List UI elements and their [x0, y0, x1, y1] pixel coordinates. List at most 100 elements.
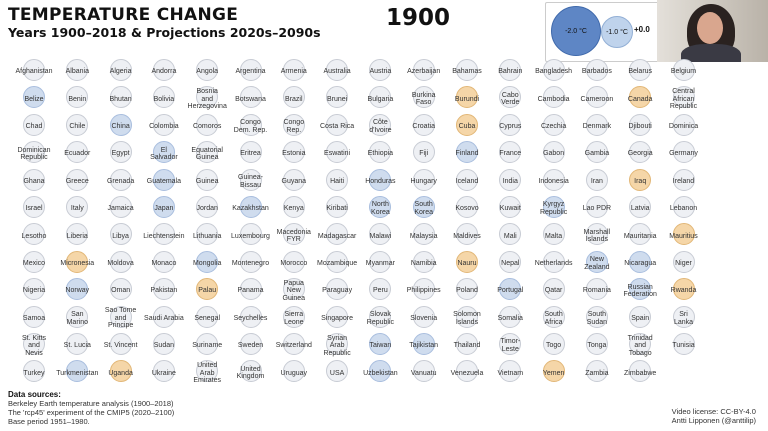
country-label: Tunisia: [672, 342, 695, 350]
country-cell: Trinidad and Tobago: [608, 332, 672, 360]
country-label: Guinea- Bissau: [238, 174, 263, 189]
country-grid: Afghanistan Albania Algeria Andorra Angola Ar…: [0, 58, 768, 388]
country-circle: [23, 305, 45, 328]
country-circle: [672, 305, 695, 328]
country-circle: [456, 250, 478, 273]
country-label: Cyprus: [499, 123, 522, 130]
country-circle: [456, 333, 478, 355]
country-cell: Honduras: [348, 168, 412, 196]
country-circle: [326, 59, 349, 81]
country-label: Andorra: [151, 68, 177, 76]
country-cell: Albania: [45, 58, 109, 86]
country-circle: [629, 86, 652, 109]
country-circle: [109, 360, 132, 383]
country-label: Mali: [503, 232, 517, 240]
country-cell: Lebanon: [652, 195, 716, 223]
country-circle: [282, 141, 305, 164]
country-label: Côte d'Ivoire: [369, 119, 392, 134]
country-label: Afghanistan: [15, 68, 53, 76]
country-cell: Italy: [45, 195, 109, 223]
country-cell: Seychelles: [219, 305, 283, 333]
country-cell: Austria: [348, 58, 412, 86]
country-label: Benin: [68, 95, 87, 103]
country-cell: Germany: [652, 140, 716, 168]
country-circle: [282, 305, 305, 328]
country-circle: [585, 305, 608, 328]
country-label: Somalia: [497, 314, 523, 322]
country-circle: [542, 168, 565, 191]
country-label: South Korea: [414, 201, 434, 216]
country-circle: [239, 333, 262, 355]
country-circle: [369, 168, 392, 191]
country-circle: [66, 168, 89, 191]
country-circle: [412, 86, 435, 109]
legend-big-circle: -2.0 °C: [551, 6, 601, 56]
country-label: Samoa: [22, 314, 46, 322]
country-label: Dominica: [668, 123, 699, 130]
country-cell: St. Vincent: [89, 332, 153, 360]
country-circle: [326, 360, 349, 383]
country-label: France: [499, 150, 522, 158]
country-label: Burkina Faso: [411, 91, 436, 107]
country-cell: Congo Rep.: [262, 113, 326, 141]
country-label: Sweden: [237, 342, 264, 350]
country-label: Nauru: [457, 260, 477, 267]
country-label: Ethiopia: [367, 150, 394, 158]
country-circle: [66, 113, 89, 136]
country-label: Armenia: [280, 68, 307, 76]
country-circle: [412, 333, 435, 355]
country-circle: [282, 278, 305, 301]
country-label: Colombia: [149, 123, 179, 130]
country-cell: Romania: [565, 277, 629, 305]
country-circle: [282, 86, 305, 109]
country-cell: Mongolia: [175, 250, 239, 278]
country-label: St. Vincent: [103, 342, 138, 350]
country-label: Myanmar: [365, 260, 395, 267]
country-label: Marshall Islands: [583, 228, 611, 244]
country-cell: Senegal: [175, 305, 239, 333]
country-circle: [152, 223, 175, 246]
country-label: Malawi: [369, 232, 392, 240]
country-label: Bulgaria: [367, 95, 394, 103]
country-label: Libya: [112, 232, 129, 240]
country-cell: Venezuela: [435, 359, 499, 387]
country-cell: Mali: [478, 222, 542, 250]
country-cell: Nigeria: [2, 277, 66, 305]
country-cell: Niger: [652, 250, 716, 278]
country-circle: [326, 141, 349, 164]
country-cell: Botswana: [219, 85, 283, 113]
country-label: Slovak Republic: [366, 311, 395, 326]
page-subtitle: Years 1900–2018 & Projections 2020s–2090…: [8, 25, 321, 40]
country-circle: [412, 278, 435, 301]
country-label: Denmark: [582, 123, 612, 130]
country-cell: Bahrain: [478, 58, 542, 86]
country-circle: [542, 113, 565, 136]
country-label: Switzerland: [275, 342, 312, 350]
country-circle: [66, 196, 89, 218]
country-circle: [369, 360, 392, 383]
country-cell: Saudi Arabia: [132, 305, 196, 333]
country-circle: [629, 223, 652, 246]
country-cell: Monaco: [132, 250, 196, 278]
country-label: Uganda: [108, 369, 133, 377]
country-label: Jamaica: [107, 205, 134, 213]
country-cell: Poland: [435, 277, 499, 305]
country-cell: Bhutan: [89, 85, 153, 113]
country-cell: Norway: [45, 277, 109, 305]
year-indicator: 1900: [386, 5, 451, 31]
country-circle: [412, 113, 435, 136]
country-label: Guinea: [195, 177, 219, 185]
country-label: South Sudan: [586, 311, 608, 326]
country-label: Sudan: [153, 342, 175, 350]
country-cell: Finland: [435, 140, 499, 168]
country-label: Iran: [590, 177, 603, 185]
country-circle: [369, 113, 392, 136]
country-circle: [456, 360, 478, 383]
country-cell: Morocco: [262, 250, 326, 278]
country-circle: [542, 141, 565, 164]
country-label: Pakistan: [150, 287, 178, 295]
country-cell: Iran: [565, 168, 629, 196]
country-label: Norway: [65, 287, 90, 295]
country-circle: [629, 250, 652, 273]
country-cell: Iraq: [608, 168, 672, 196]
